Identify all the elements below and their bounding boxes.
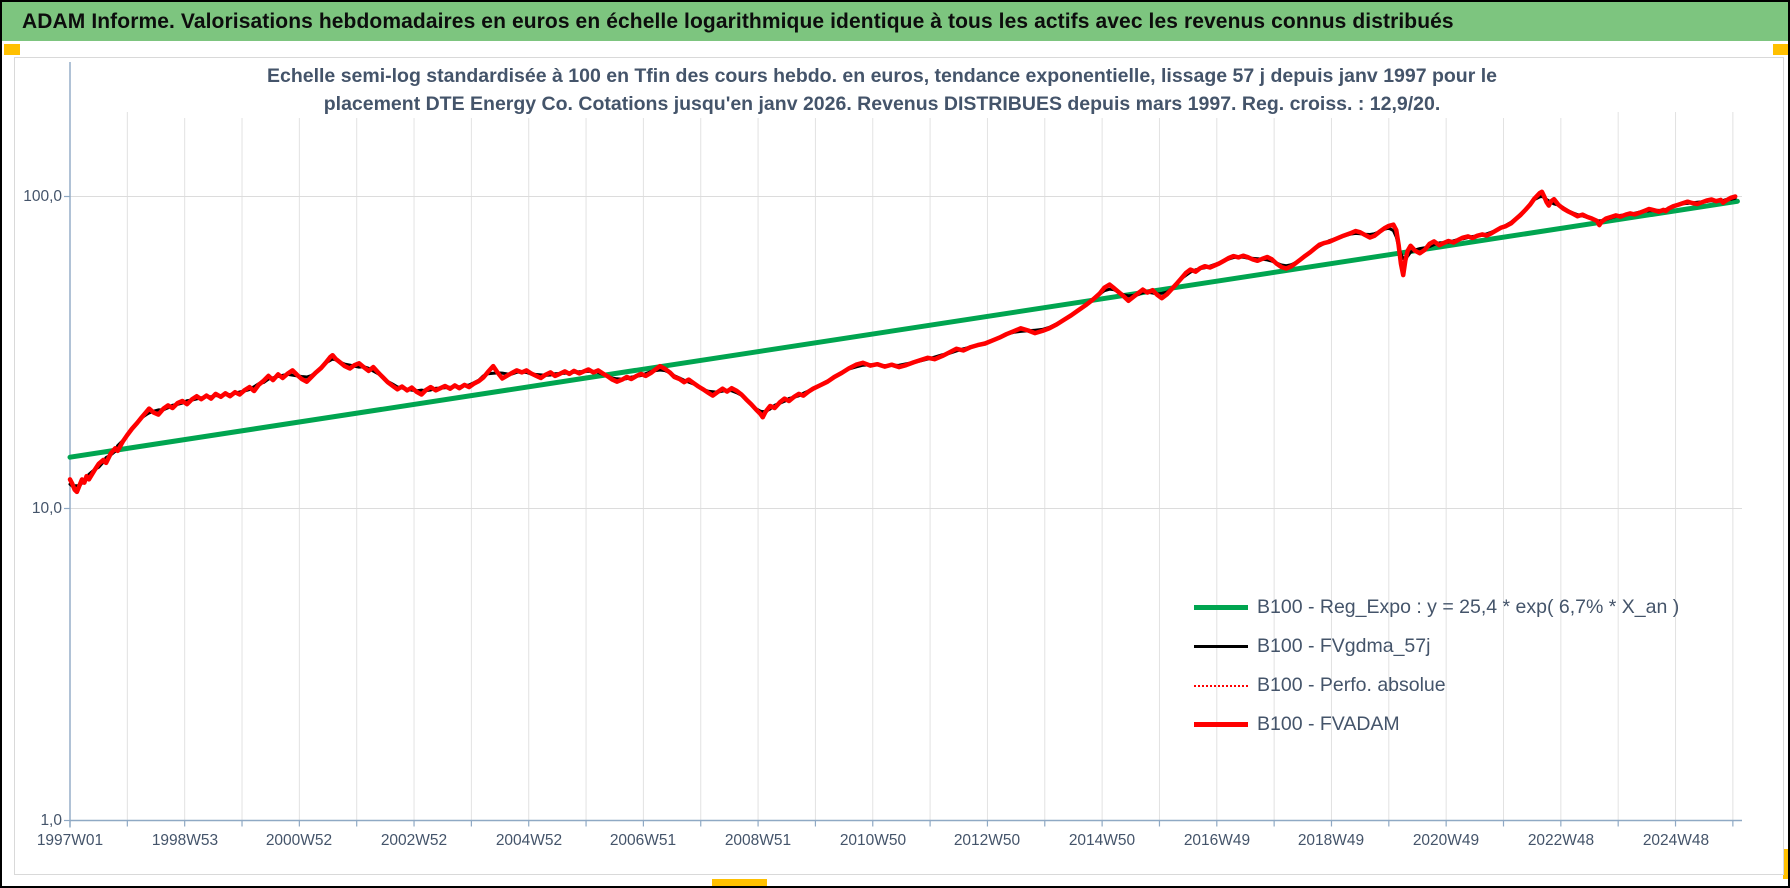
legend-label: B100 - FVADAM [1257,713,1400,735]
chart-title-line2: placement DTE Energy Co. Cotations jusqu… [323,93,1441,115]
legend-item[interactable]: B100 - Reg_Expo : y = 25,4 * exp( 6,7% *… [1194,588,1679,627]
legend-label: B100 - Reg_Expo : y = 25,4 * exp( 6,7% *… [1257,596,1680,618]
chart-legend: B100 - Reg_Expo : y = 25,4 * exp( 6,7% *… [1194,588,1679,744]
chart-title: Echelle semi-log standardisée à 100 en T… [172,62,1592,118]
x-axis-label: 2000W52 [265,831,333,849]
yellow-marker-top-right [1773,44,1788,55]
x-axis-label: 2022W48 [1527,831,1595,849]
y-axis-label: 1,0 [40,812,62,829]
yellow-marker-bottom-center [712,879,767,886]
x-axis-label: 2016W49 [1183,831,1251,849]
header-bar: ADAM Informe. Valorisations hebdomadaire… [2,2,1788,41]
x-axis-label: 2014W50 [1068,831,1136,849]
legend-item[interactable]: B100 - FVADAM [1194,705,1679,744]
x-axis-label: 1997W01 [36,831,104,849]
legend-line-swatch [1194,722,1248,727]
y-axis-label: 10,0 [31,500,62,517]
x-axis-label: 2002W52 [380,831,448,849]
x-axis-label: 2024W48 [1642,831,1710,849]
legend-item[interactable]: B100 - Perfo. absolue [1194,666,1679,705]
x-axis-label: 2006W51 [609,831,677,849]
x-axis-label: 2010W50 [839,831,907,849]
legend-label: B100 - FVgdma_57j [1257,635,1431,657]
yellow-marker-top-left [4,44,20,55]
y-axis-label: 100,0 [23,188,62,205]
legend-item[interactable]: B100 - FVgdma_57j [1194,627,1679,666]
x-axis-label: 2020W49 [1412,831,1480,849]
legend-line-swatch [1194,684,1248,687]
chart-title-line1: Echelle semi-log standardisée à 100 en T… [266,65,1497,87]
chart-frame [14,57,1784,875]
x-axis-label: 2004W52 [495,831,563,849]
series-reg-expo [67,198,1740,460]
x-axis-label: 2018W49 [1297,831,1365,849]
series-fvadam [67,189,1738,495]
x-axis-label: 1998W53 [151,831,219,849]
x-axis-label: 2012W50 [953,831,1021,849]
yellow-marker-bottom-right [1783,849,1788,879]
page-title: ADAM Informe. Valorisations hebdomadaire… [22,9,1454,33]
x-axis-label: 2008W51 [724,831,792,849]
legend-line-swatch [1194,645,1248,648]
legend-label: B100 - Perfo. absolue [1257,674,1446,696]
legend-line-swatch [1194,605,1248,610]
